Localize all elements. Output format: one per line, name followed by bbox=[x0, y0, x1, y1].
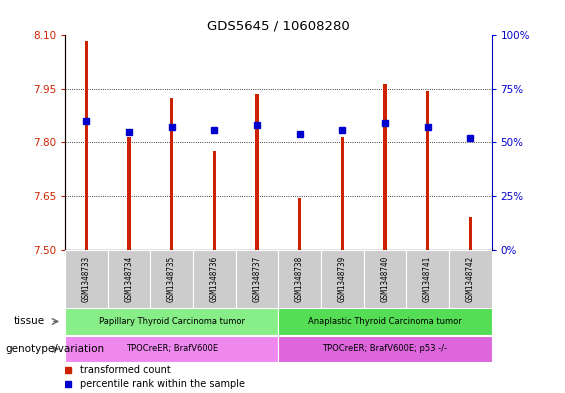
Bar bbox=[341, 137, 344, 250]
Bar bbox=[449, 250, 492, 309]
Title: GDS5645 / 10608280: GDS5645 / 10608280 bbox=[207, 20, 350, 33]
Bar bbox=[279, 308, 492, 335]
Bar bbox=[406, 250, 449, 309]
Bar bbox=[255, 94, 259, 250]
Text: GSM1348734: GSM1348734 bbox=[124, 256, 133, 302]
Bar bbox=[236, 250, 278, 309]
Text: GSM1348739: GSM1348739 bbox=[338, 256, 347, 302]
Bar bbox=[364, 250, 406, 309]
Bar bbox=[150, 250, 193, 309]
Text: TPOCreER; BrafV600E: TPOCreER; BrafV600E bbox=[125, 345, 218, 353]
Bar bbox=[212, 151, 216, 250]
Bar bbox=[65, 250, 107, 309]
Bar bbox=[426, 91, 429, 250]
Text: GSM1348737: GSM1348737 bbox=[253, 256, 262, 302]
Bar bbox=[170, 98, 173, 250]
Text: GSM1348741: GSM1348741 bbox=[423, 256, 432, 302]
Text: GSM1348735: GSM1348735 bbox=[167, 256, 176, 302]
Text: GSM1348738: GSM1348738 bbox=[295, 256, 304, 302]
Bar bbox=[298, 198, 301, 250]
Bar bbox=[85, 41, 88, 250]
Bar bbox=[127, 137, 131, 250]
Text: Anaplastic Thyroid Carcinoma tumor: Anaplastic Thyroid Carcinoma tumor bbox=[308, 317, 462, 326]
Text: TPOCreER; BrafV600E; p53 -/-: TPOCreER; BrafV600E; p53 -/- bbox=[323, 345, 447, 353]
Text: GSM1348740: GSM1348740 bbox=[380, 256, 389, 302]
Bar bbox=[65, 336, 278, 362]
Text: tissue: tissue bbox=[14, 316, 45, 327]
Text: GSM1348736: GSM1348736 bbox=[210, 256, 219, 302]
Bar bbox=[468, 217, 472, 250]
Text: GSM1348733: GSM1348733 bbox=[82, 256, 91, 302]
Bar bbox=[383, 84, 386, 250]
Text: GSM1348742: GSM1348742 bbox=[466, 256, 475, 302]
Bar bbox=[321, 250, 364, 309]
Bar bbox=[279, 250, 321, 309]
Text: percentile rank within the sample: percentile rank within the sample bbox=[80, 379, 245, 389]
Bar bbox=[279, 336, 492, 362]
Text: Papillary Thyroid Carcinoma tumor: Papillary Thyroid Carcinoma tumor bbox=[99, 317, 245, 326]
Text: transformed count: transformed count bbox=[80, 365, 171, 375]
Bar bbox=[107, 250, 150, 309]
Text: genotype/variation: genotype/variation bbox=[6, 344, 105, 354]
Bar bbox=[65, 308, 278, 335]
Bar bbox=[193, 250, 236, 309]
